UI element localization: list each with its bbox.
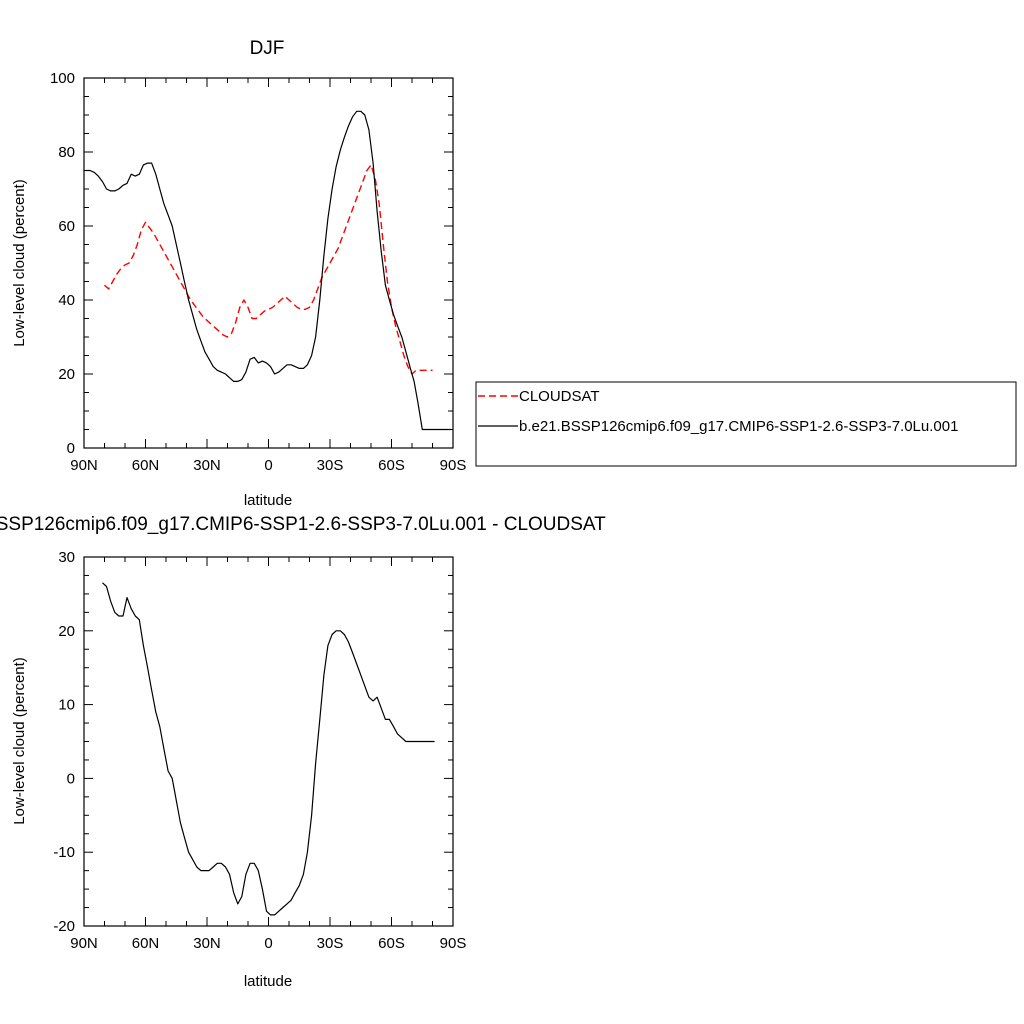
y-tick-label: 20 xyxy=(58,366,75,383)
x-tick-label: 90N xyxy=(70,935,98,952)
y-tick-label: 40 xyxy=(58,292,75,309)
y-axis-label: Low-level cloud (percent) xyxy=(11,657,28,825)
x-tick-label: 60N xyxy=(132,935,160,952)
legend-box xyxy=(475,381,1017,467)
legend-label-model: b.e21.BSSP126cmip6.f09_g17.CMIP6-SSP1-2.… xyxy=(519,418,958,435)
chart-title: b.e21.BSSP126cmip6.f09_g17.CMIP6-SSP1-2.… xyxy=(0,514,606,535)
x-tick-label: 30N xyxy=(193,457,221,474)
x-tick-label: 30S xyxy=(317,457,344,474)
djf-panel: DJF Low-level cloud (percent) latitude 9… xyxy=(11,38,1017,509)
x-tick-label: 0 xyxy=(264,935,272,952)
x-tick-label: 90S xyxy=(440,457,467,474)
x-tick-label: 90N xyxy=(70,457,98,474)
x-tick-label: 90S xyxy=(440,935,467,952)
y-tick-label: 80 xyxy=(58,144,75,161)
plot-area: 90N 60N 30N 0 30S 60S 90S 0 20 40 60 80 100 xyxy=(50,70,466,474)
y-tick-label: 30 xyxy=(58,549,75,566)
y-tick-label: -10 xyxy=(53,844,75,861)
y-tick-label: 60 xyxy=(58,218,75,235)
chart-title: DJF xyxy=(250,38,285,59)
x-axis-label: latitude xyxy=(244,492,292,509)
plot-area: 90N 60N 30N 0 30S 60S 90S -20 -10 0 10 20 30 xyxy=(53,549,466,952)
y-tick-label: 0 xyxy=(67,770,75,787)
y-tick-label: 10 xyxy=(58,697,75,714)
series-line-1 xyxy=(102,582,435,916)
y-tick-label: 100 xyxy=(50,70,75,87)
x-tick-label: 0 xyxy=(264,457,272,474)
y-tick-label: 0 xyxy=(67,440,75,457)
x-tick-label: 60N xyxy=(132,457,160,474)
y-tick-label: -20 xyxy=(53,918,75,935)
series-line-1 xyxy=(104,164,433,375)
plot-frame xyxy=(83,556,454,927)
difference-panel: b.e21.BSSP126cmip6.f09_g17.CMIP6-SSP1-2.… xyxy=(0,514,606,990)
x-tick-label: 60S xyxy=(378,935,405,952)
legend: CLOUDSAT b.e21.BSSP126cmip6.f09_g17.CMIP… xyxy=(475,381,1017,467)
x-tick-label: 30S xyxy=(317,935,344,952)
x-tick-label: 60S xyxy=(378,457,405,474)
y-tick-label: 20 xyxy=(58,623,75,640)
x-axis-label: latitude xyxy=(244,973,292,990)
plot-frame xyxy=(83,77,454,449)
series-line-2 xyxy=(86,110,451,431)
legend-label-cloudsat: CLOUDSAT xyxy=(519,388,600,405)
x-tick-label: 30N xyxy=(193,935,221,952)
y-axis-label: Low-level cloud (percent) xyxy=(11,179,28,347)
